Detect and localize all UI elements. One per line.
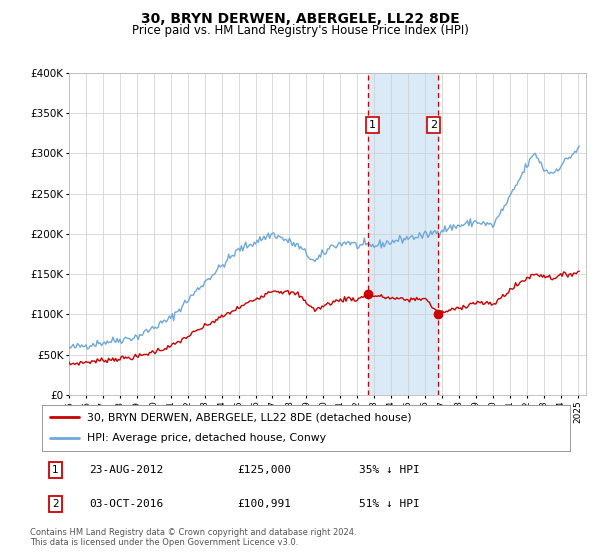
Text: 23-AUG-2012: 23-AUG-2012 (89, 465, 164, 475)
Text: £125,000: £125,000 (238, 465, 292, 475)
Text: £100,991: £100,991 (238, 499, 292, 509)
Text: 1: 1 (369, 120, 376, 130)
Text: 35% ↓ HPI: 35% ↓ HPI (359, 465, 419, 475)
Text: 30, BRYN DERWEN, ABERGELE, LL22 8DE: 30, BRYN DERWEN, ABERGELE, LL22 8DE (140, 12, 460, 26)
Text: 03-OCT-2016: 03-OCT-2016 (89, 499, 164, 509)
Text: Contains HM Land Registry data © Crown copyright and database right 2024.
This d: Contains HM Land Registry data © Crown c… (30, 528, 356, 547)
Text: 30, BRYN DERWEN, ABERGELE, LL22 8DE (detached house): 30, BRYN DERWEN, ABERGELE, LL22 8DE (det… (87, 412, 412, 422)
Text: 51% ↓ HPI: 51% ↓ HPI (359, 499, 419, 509)
Bar (368, 73, 438, 395)
Text: Price paid vs. HM Land Registry's House Price Index (HPI): Price paid vs. HM Land Registry's House … (131, 24, 469, 36)
Text: 2: 2 (52, 499, 59, 509)
Text: 1: 1 (52, 465, 59, 475)
Text: HPI: Average price, detached house, Conwy: HPI: Average price, detached house, Conw… (87, 433, 326, 444)
Text: 2: 2 (430, 120, 437, 130)
